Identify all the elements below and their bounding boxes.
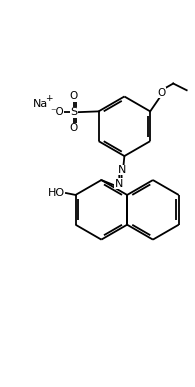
Text: O: O [69,91,78,101]
Text: +: + [45,94,52,103]
Text: O: O [158,87,166,98]
Text: N: N [118,165,127,175]
Text: Na: Na [33,99,49,109]
Text: O: O [69,123,78,133]
Text: HO: HO [48,188,65,198]
Text: ⁻O: ⁻O [51,107,64,117]
Text: S: S [70,107,77,117]
Text: N: N [115,179,123,189]
